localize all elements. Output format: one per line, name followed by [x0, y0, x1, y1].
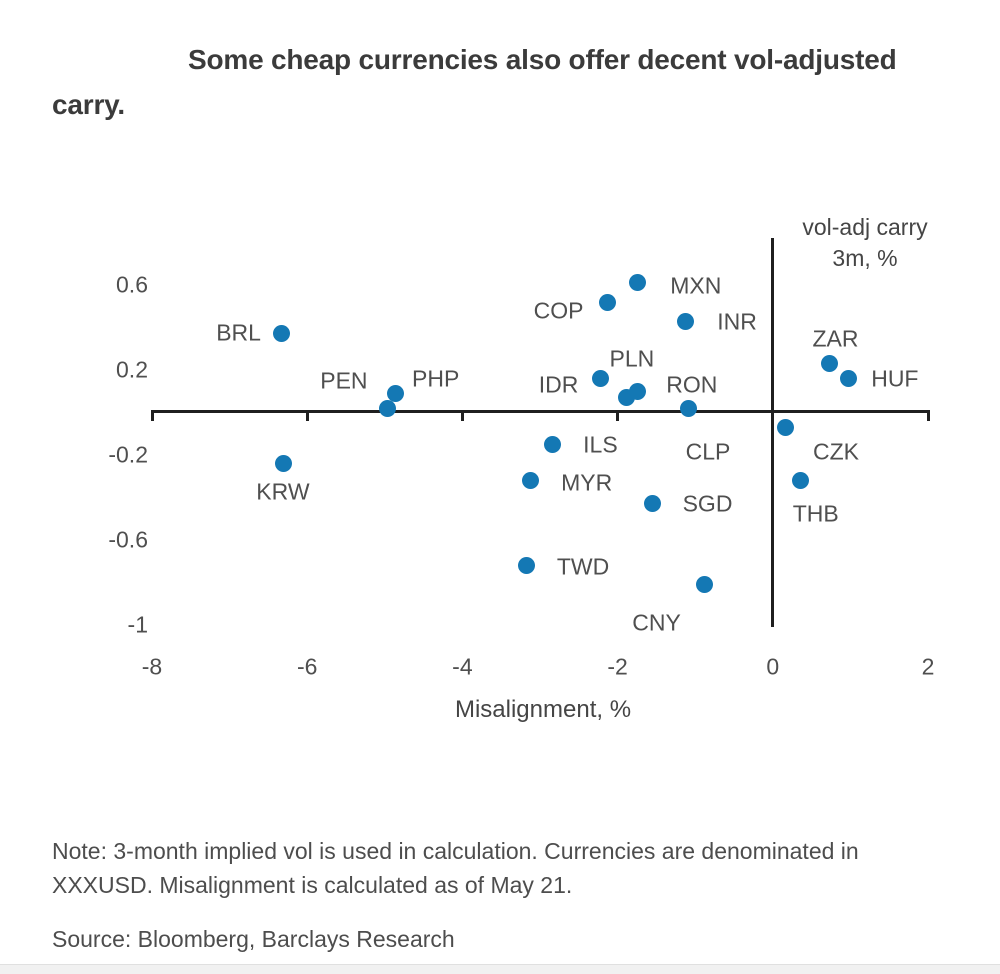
x-tick-mark — [460, 410, 464, 421]
y-tick-label: 0.6 — [116, 271, 148, 298]
y-tick-label: -0.6 — [108, 526, 148, 553]
point-label-ron: RON — [666, 371, 718, 398]
data-point-cny — [696, 576, 713, 594]
x-tick-mark — [926, 410, 930, 421]
y-axis-title-line-1: vol-adj carry — [802, 214, 928, 240]
point-label-sgd: SGD — [682, 490, 733, 517]
x-axis-line — [151, 410, 929, 413]
x-tick-mark — [616, 410, 620, 421]
data-point-ron — [629, 382, 647, 400]
x-tick-label: -8 — [141, 653, 163, 680]
data-point-twd — [517, 557, 535, 574]
data-point-myr — [522, 472, 540, 489]
y-axis-title: vol-adj carry 3m, % — [765, 212, 965, 274]
point-label-pen: PEN — [320, 367, 368, 394]
x-tick-label: 2 — [921, 653, 935, 680]
x-tick-label: 0 — [766, 653, 780, 680]
data-point-inr — [676, 312, 694, 330]
data-point-krw — [275, 455, 293, 472]
point-label-zar: ZAR — [812, 325, 859, 352]
x-tick-mark — [150, 410, 154, 421]
data-point-clp — [680, 399, 698, 417]
x-tick-mark — [771, 410, 775, 421]
data-point-idr — [592, 370, 610, 387]
point-label-krw: KRW — [256, 478, 310, 504]
chart-source: Source: Bloomberg, Barclays Research — [52, 926, 455, 952]
data-point-ils — [543, 435, 561, 453]
chart-title-line-1: Some cheap currencies also offer decent … — [188, 44, 897, 75]
y-tick-label: 0.2 — [116, 356, 148, 383]
page-bottom-divider — [0, 964, 1000, 974]
data-point-cop — [599, 293, 616, 311]
chart-note: Note: 3-month implied vol is used in cal… — [52, 838, 859, 898]
chart-title-line-2: carry. — [52, 89, 126, 120]
x-tick-label: -4 — [452, 653, 473, 680]
x-axis-title: Misalignment, % — [454, 696, 632, 723]
point-label-clp: CLP — [685, 438, 731, 465]
point-label-czk: CZK — [812, 438, 859, 465]
data-point-brl — [273, 325, 291, 343]
point-label-idr: IDR — [538, 371, 579, 397]
data-point-thb — [792, 472, 810, 489]
point-label-cop: COP — [533, 297, 584, 324]
y-axis-line — [771, 238, 775, 627]
point-label-myr: MYR — [561, 469, 613, 495]
data-point-huf — [840, 370, 858, 387]
point-label-cny: CNY — [632, 609, 681, 636]
data-point-pen — [379, 399, 397, 417]
y-tick-label: -0.2 — [108, 441, 148, 468]
data-point-czk — [777, 418, 795, 436]
point-label-huf: HUF — [871, 365, 919, 391]
data-point-zar — [820, 355, 838, 373]
point-label-thb: THB — [792, 500, 839, 526]
point-label-twd: TWD — [556, 553, 610, 579]
point-label-mxn: MXN — [670, 272, 722, 299]
point-label-brl: BRL — [216, 319, 261, 346]
y-axis-title-line-2: 3m, % — [832, 245, 898, 271]
point-label-php: PHP — [412, 365, 460, 392]
x-tick-label: -2 — [607, 653, 628, 680]
point-label-ils: ILS — [583, 431, 618, 458]
y-tick-label: -1 — [127, 611, 148, 638]
data-point-sgd — [644, 495, 662, 513]
data-point-mxn — [629, 274, 647, 292]
x-tick-label: -6 — [296, 653, 318, 680]
point-label-inr: INR — [717, 308, 757, 335]
data-point-php — [387, 384, 405, 402]
x-tick-mark — [305, 410, 309, 421]
point-label-pln: PLN — [609, 345, 655, 372]
